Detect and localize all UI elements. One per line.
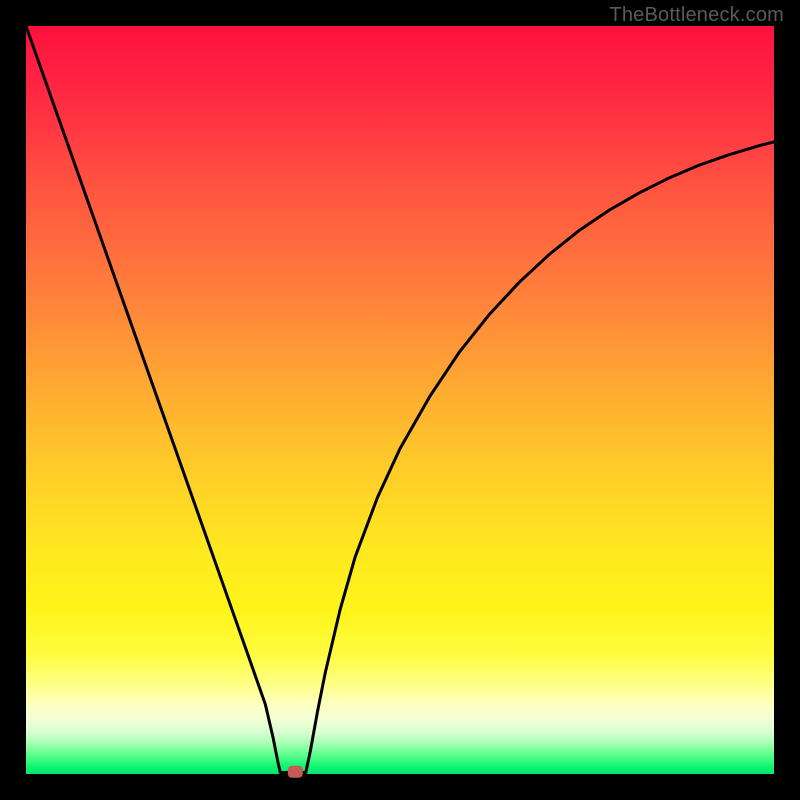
- bottleneck-chart: [0, 0, 800, 800]
- plot-gradient-background: [26, 26, 774, 774]
- chart-container: TheBottleneck.com: [0, 0, 800, 800]
- watermark-label: TheBottleneck.com: [609, 4, 784, 27]
- vertex-marker: [288, 766, 303, 778]
